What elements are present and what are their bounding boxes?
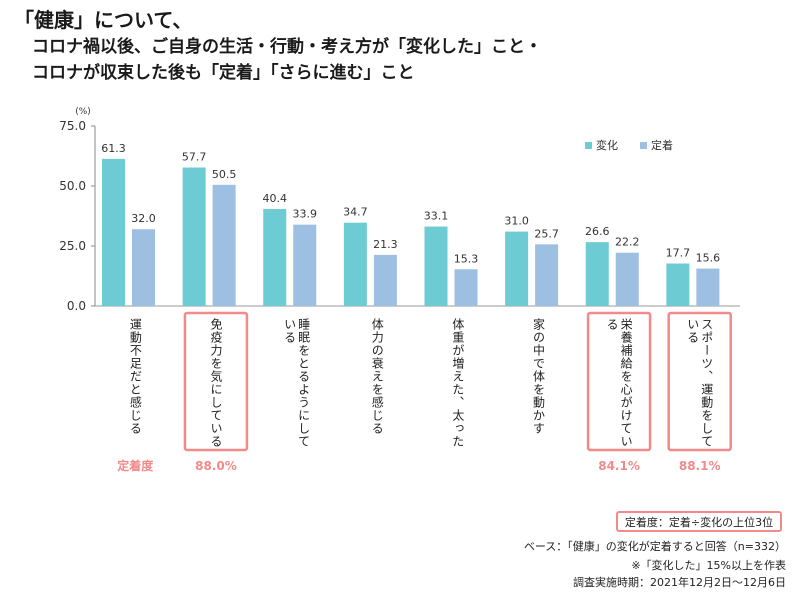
bar-retention (373, 254, 397, 306)
legend-swatch-change (585, 142, 592, 149)
category-label: スポーツ、運動をして (700, 318, 714, 448)
bar-chart: (%) 0.0 25.0 50.0 75.0 61.3 32.0 運動不足だと感じる 57.7 5… (59, 107, 740, 473)
bar-change (102, 158, 125, 306)
category-label: いる (686, 318, 700, 344)
bar-retention (212, 184, 236, 306)
data-label: 61.3 (101, 142, 126, 155)
legend-label-retention: 定着 (651, 138, 673, 152)
chart-title-line-3: コロナが収束した後も「定着」「さらに進む」こと (32, 63, 415, 83)
retention-row-label: 定着度 (117, 458, 154, 473)
bar-retention (696, 268, 720, 306)
bar-retention (615, 252, 639, 306)
legend-label-change: 変化 (596, 138, 618, 152)
retention-rate-label: 84.1% (598, 459, 640, 473)
retention-rate-label: 88.0% (195, 459, 237, 473)
bar-change (263, 209, 287, 306)
data-label: 17.7 (666, 247, 691, 260)
category-label: いる (283, 318, 297, 344)
data-label: 57.7 (182, 151, 207, 164)
highlight-box (667, 311, 732, 452)
category-label: 栄養補給を心がけてい (619, 318, 633, 448)
legend-swatch-retention (640, 142, 647, 149)
category-label: る (605, 318, 619, 331)
data-label: 33.1 (424, 210, 449, 223)
data-label: 26.6 (585, 225, 610, 238)
retention-rate-label: 88.1% (679, 459, 721, 473)
data-label: 40.4 (263, 192, 288, 205)
bar-retention (535, 244, 559, 306)
y-tick-label: 50.0 (59, 179, 86, 193)
retention-definition-note: 定着度：定着÷変化の上位3位 (616, 511, 782, 532)
data-label: 33.9 (293, 208, 318, 221)
data-label: 15.3 (454, 252, 479, 265)
y-tick-label: 25.0 (59, 239, 86, 253)
bar-change (505, 231, 529, 306)
category-label: 家の中で体を動かす (531, 317, 545, 435)
bar-change (182, 167, 206, 306)
highlight-box (183, 311, 249, 452)
y-tick-label: 0.0 (67, 299, 86, 313)
y-axis-unit-label: (%) (75, 107, 91, 117)
data-label: 32.0 (131, 212, 156, 225)
bar-retention (454, 269, 478, 306)
data-label: 22.2 (615, 236, 640, 249)
bar-change (666, 263, 690, 306)
category-label: 体重が増えた、太った (451, 318, 465, 448)
criteria-note: ※「変化した」15%以上を作表 (631, 559, 786, 572)
bar-change (343, 222, 367, 306)
data-label: 15.6 (696, 252, 721, 265)
y-tick-label: 75.0 (59, 119, 86, 133)
bar-retention (132, 229, 155, 306)
data-label: 50.5 (212, 168, 237, 181)
base-note: ベース：「健康」の変化が定着すると回答（n=332） (523, 540, 786, 553)
chart-title-line-2: コロナ禍以後、ご自身の生活・行動・考え方が「変化した」こと・ (32, 37, 542, 57)
chart-title-line-1: 「健康」について、 (14, 8, 193, 32)
category-label: 睡眠をとるようにして (297, 318, 311, 448)
highlight-box (586, 311, 652, 452)
data-label: 34.7 (343, 206, 368, 219)
data-label: 25.7 (534, 227, 559, 240)
bar-retention (293, 224, 317, 306)
bar-change (424, 226, 448, 306)
category-label: 免疫力を気にしている (209, 317, 223, 448)
data-label: 31.0 (504, 215, 529, 228)
bar-change (585, 242, 609, 306)
survey-period-note: 調査実施時期：2021年12月2日〜12月6日 (573, 576, 786, 589)
category-label: 運動不足だと感じる (128, 318, 142, 435)
data-label: 21.3 (373, 238, 398, 251)
category-label: 体力の衰えを感じる (370, 318, 384, 435)
